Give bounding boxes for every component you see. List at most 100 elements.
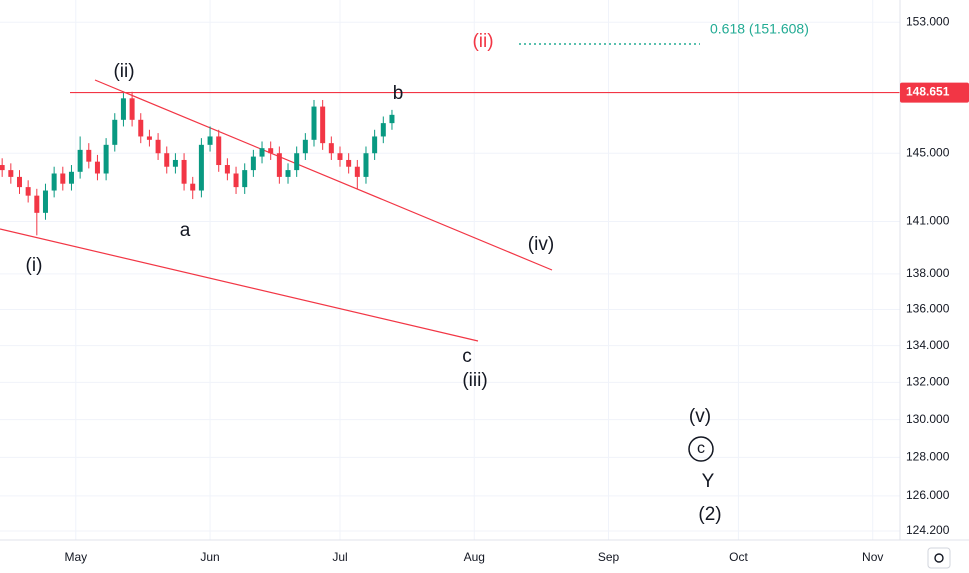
annotation: (i) bbox=[26, 255, 43, 276]
candle-body bbox=[16, 176, 22, 188]
candle bbox=[172, 153, 178, 174]
x-tick-label: Nov bbox=[862, 550, 883, 564]
candle-body bbox=[138, 119, 144, 137]
candle bbox=[354, 159, 360, 189]
candle-body bbox=[311, 106, 317, 140]
y-tick-label: 124.200 bbox=[906, 523, 950, 537]
candle bbox=[8, 163, 14, 184]
candle-body bbox=[363, 153, 369, 177]
candle-body bbox=[198, 144, 204, 191]
candle-body bbox=[120, 98, 126, 120]
candle-body bbox=[354, 166, 360, 177]
annotation: a bbox=[180, 220, 191, 241]
candle bbox=[337, 146, 343, 167]
price-tag bbox=[900, 82, 969, 103]
candle-body bbox=[233, 173, 239, 188]
candle bbox=[198, 138, 204, 198]
candle bbox=[372, 129, 378, 160]
x-tick-label: Oct bbox=[729, 550, 748, 564]
x-tick-label: Aug bbox=[464, 550, 485, 564]
candle-body bbox=[294, 153, 300, 171]
y-tick-label: 138.000 bbox=[906, 266, 950, 280]
candle-body bbox=[224, 165, 230, 174]
fib-label: 0.618 (151.608) bbox=[710, 21, 809, 37]
candle bbox=[103, 138, 109, 181]
annotation: b bbox=[393, 83, 404, 104]
candle bbox=[146, 129, 152, 147]
candle-body bbox=[172, 159, 178, 167]
annotation: (v) bbox=[689, 406, 711, 427]
candle bbox=[276, 146, 282, 184]
candle-body bbox=[190, 183, 196, 191]
candle-body bbox=[51, 173, 57, 191]
y-tick-label: 128.000 bbox=[906, 450, 950, 464]
candle-body bbox=[276, 153, 282, 177]
candle-body bbox=[389, 114, 395, 124]
candle bbox=[207, 126, 213, 152]
x-tick-label: Sep bbox=[598, 550, 620, 564]
candle bbox=[77, 136, 83, 179]
x-tick-label: Jul bbox=[332, 550, 347, 564]
settings-button[interactable] bbox=[927, 547, 951, 569]
candle bbox=[320, 99, 326, 150]
candle-body bbox=[268, 148, 274, 154]
candle-body bbox=[285, 170, 291, 177]
candle bbox=[181, 153, 187, 191]
candle bbox=[294, 146, 300, 177]
candle bbox=[224, 158, 230, 181]
candle-body bbox=[0, 165, 5, 171]
candle bbox=[250, 149, 256, 177]
candle-body bbox=[86, 149, 92, 162]
candle bbox=[25, 180, 31, 203]
settings-icon bbox=[934, 553, 944, 563]
y-tick-label: 134.000 bbox=[906, 338, 950, 352]
candle-body bbox=[302, 139, 308, 154]
candle-body bbox=[68, 171, 74, 184]
candle bbox=[346, 153, 352, 174]
annotation: (iv) bbox=[528, 234, 554, 255]
y-tick-label: 153.000 bbox=[906, 14, 950, 28]
candle bbox=[328, 136, 334, 160]
candle-body bbox=[320, 106, 326, 144]
candle bbox=[155, 133, 161, 160]
candle bbox=[259, 141, 265, 164]
annotation: (ii) bbox=[472, 31, 493, 52]
x-tick-label: Jun bbox=[200, 550, 219, 564]
annotation: (ii) bbox=[113, 61, 134, 82]
candle-body bbox=[42, 190, 48, 213]
candle bbox=[190, 176, 196, 200]
annotation: c bbox=[697, 440, 705, 457]
candle bbox=[60, 166, 66, 191]
candle bbox=[233, 166, 239, 194]
candle bbox=[389, 109, 395, 130]
annotation: (iii) bbox=[462, 370, 487, 391]
annotation: Y bbox=[702, 471, 715, 492]
candle bbox=[16, 170, 22, 194]
y-tick-label: 126.000 bbox=[906, 488, 950, 502]
candle bbox=[129, 91, 135, 127]
candle-body bbox=[259, 148, 265, 157]
candle-body bbox=[181, 159, 187, 184]
annotation: c bbox=[462, 346, 472, 367]
candle bbox=[86, 143, 92, 169]
candle-body bbox=[337, 153, 343, 160]
candle bbox=[242, 163, 248, 194]
y-tick-label: 132.000 bbox=[906, 375, 950, 389]
candle-body bbox=[155, 139, 161, 154]
candle-body bbox=[103, 144, 109, 174]
candle bbox=[68, 165, 74, 191]
trend-line bbox=[0, 228, 479, 342]
candle-body bbox=[34, 195, 40, 213]
candle bbox=[112, 113, 118, 152]
candle-body bbox=[8, 170, 14, 177]
candle-body bbox=[146, 136, 152, 140]
candle-body bbox=[346, 159, 352, 167]
candle bbox=[311, 99, 317, 147]
candle bbox=[268, 141, 274, 160]
candle-body bbox=[328, 143, 334, 154]
candle bbox=[120, 91, 126, 127]
y-tick-label: 130.000 bbox=[906, 412, 950, 426]
candle-body bbox=[250, 156, 256, 171]
